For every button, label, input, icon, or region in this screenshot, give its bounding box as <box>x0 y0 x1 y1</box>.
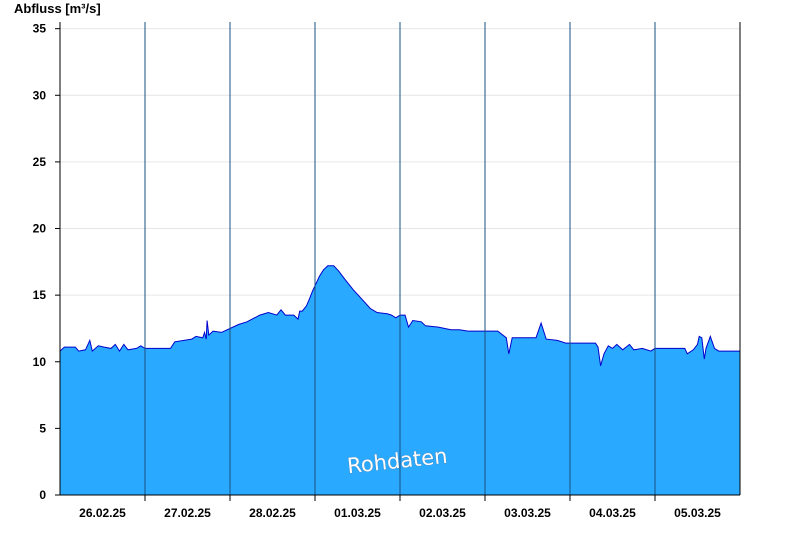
x-tick-labels: 26.02.25 27.02.25 28.02.25 01.03.25 02.03.25… <box>79 506 721 520</box>
y-axis-title: Abfluss [m³/s] <box>14 1 101 16</box>
axes <box>55 22 741 501</box>
x-tick-label: 28.02.25 <box>249 506 296 520</box>
x-tick-label: 03.03.25 <box>504 506 551 520</box>
day-separators <box>144 22 656 495</box>
x-tick-label: 01.03.25 <box>334 506 381 520</box>
y-tick-label: 15 <box>33 288 47 302</box>
discharge-line <box>59 265 740 366</box>
y-tick-labels: 0 5 10 15 20 25 30 35 <box>33 22 47 502</box>
y-tick-label: 35 <box>33 22 47 36</box>
y-tick-label: 20 <box>33 222 47 236</box>
y-tick-label: 5 <box>39 421 46 435</box>
y-tick-label: 30 <box>33 88 47 102</box>
y-tick-label: 0 <box>39 488 46 502</box>
y-tick-label: 25 <box>33 155 47 169</box>
y-tick-label: 10 <box>33 355 47 369</box>
x-tick-label: 05.03.25 <box>674 506 721 520</box>
x-tick-label: 02.03.25 <box>419 506 466 520</box>
x-tick-label: 26.02.25 <box>79 506 126 520</box>
x-tick-label: 27.02.25 <box>164 506 211 520</box>
x-tick-label: 04.03.25 <box>589 506 636 520</box>
